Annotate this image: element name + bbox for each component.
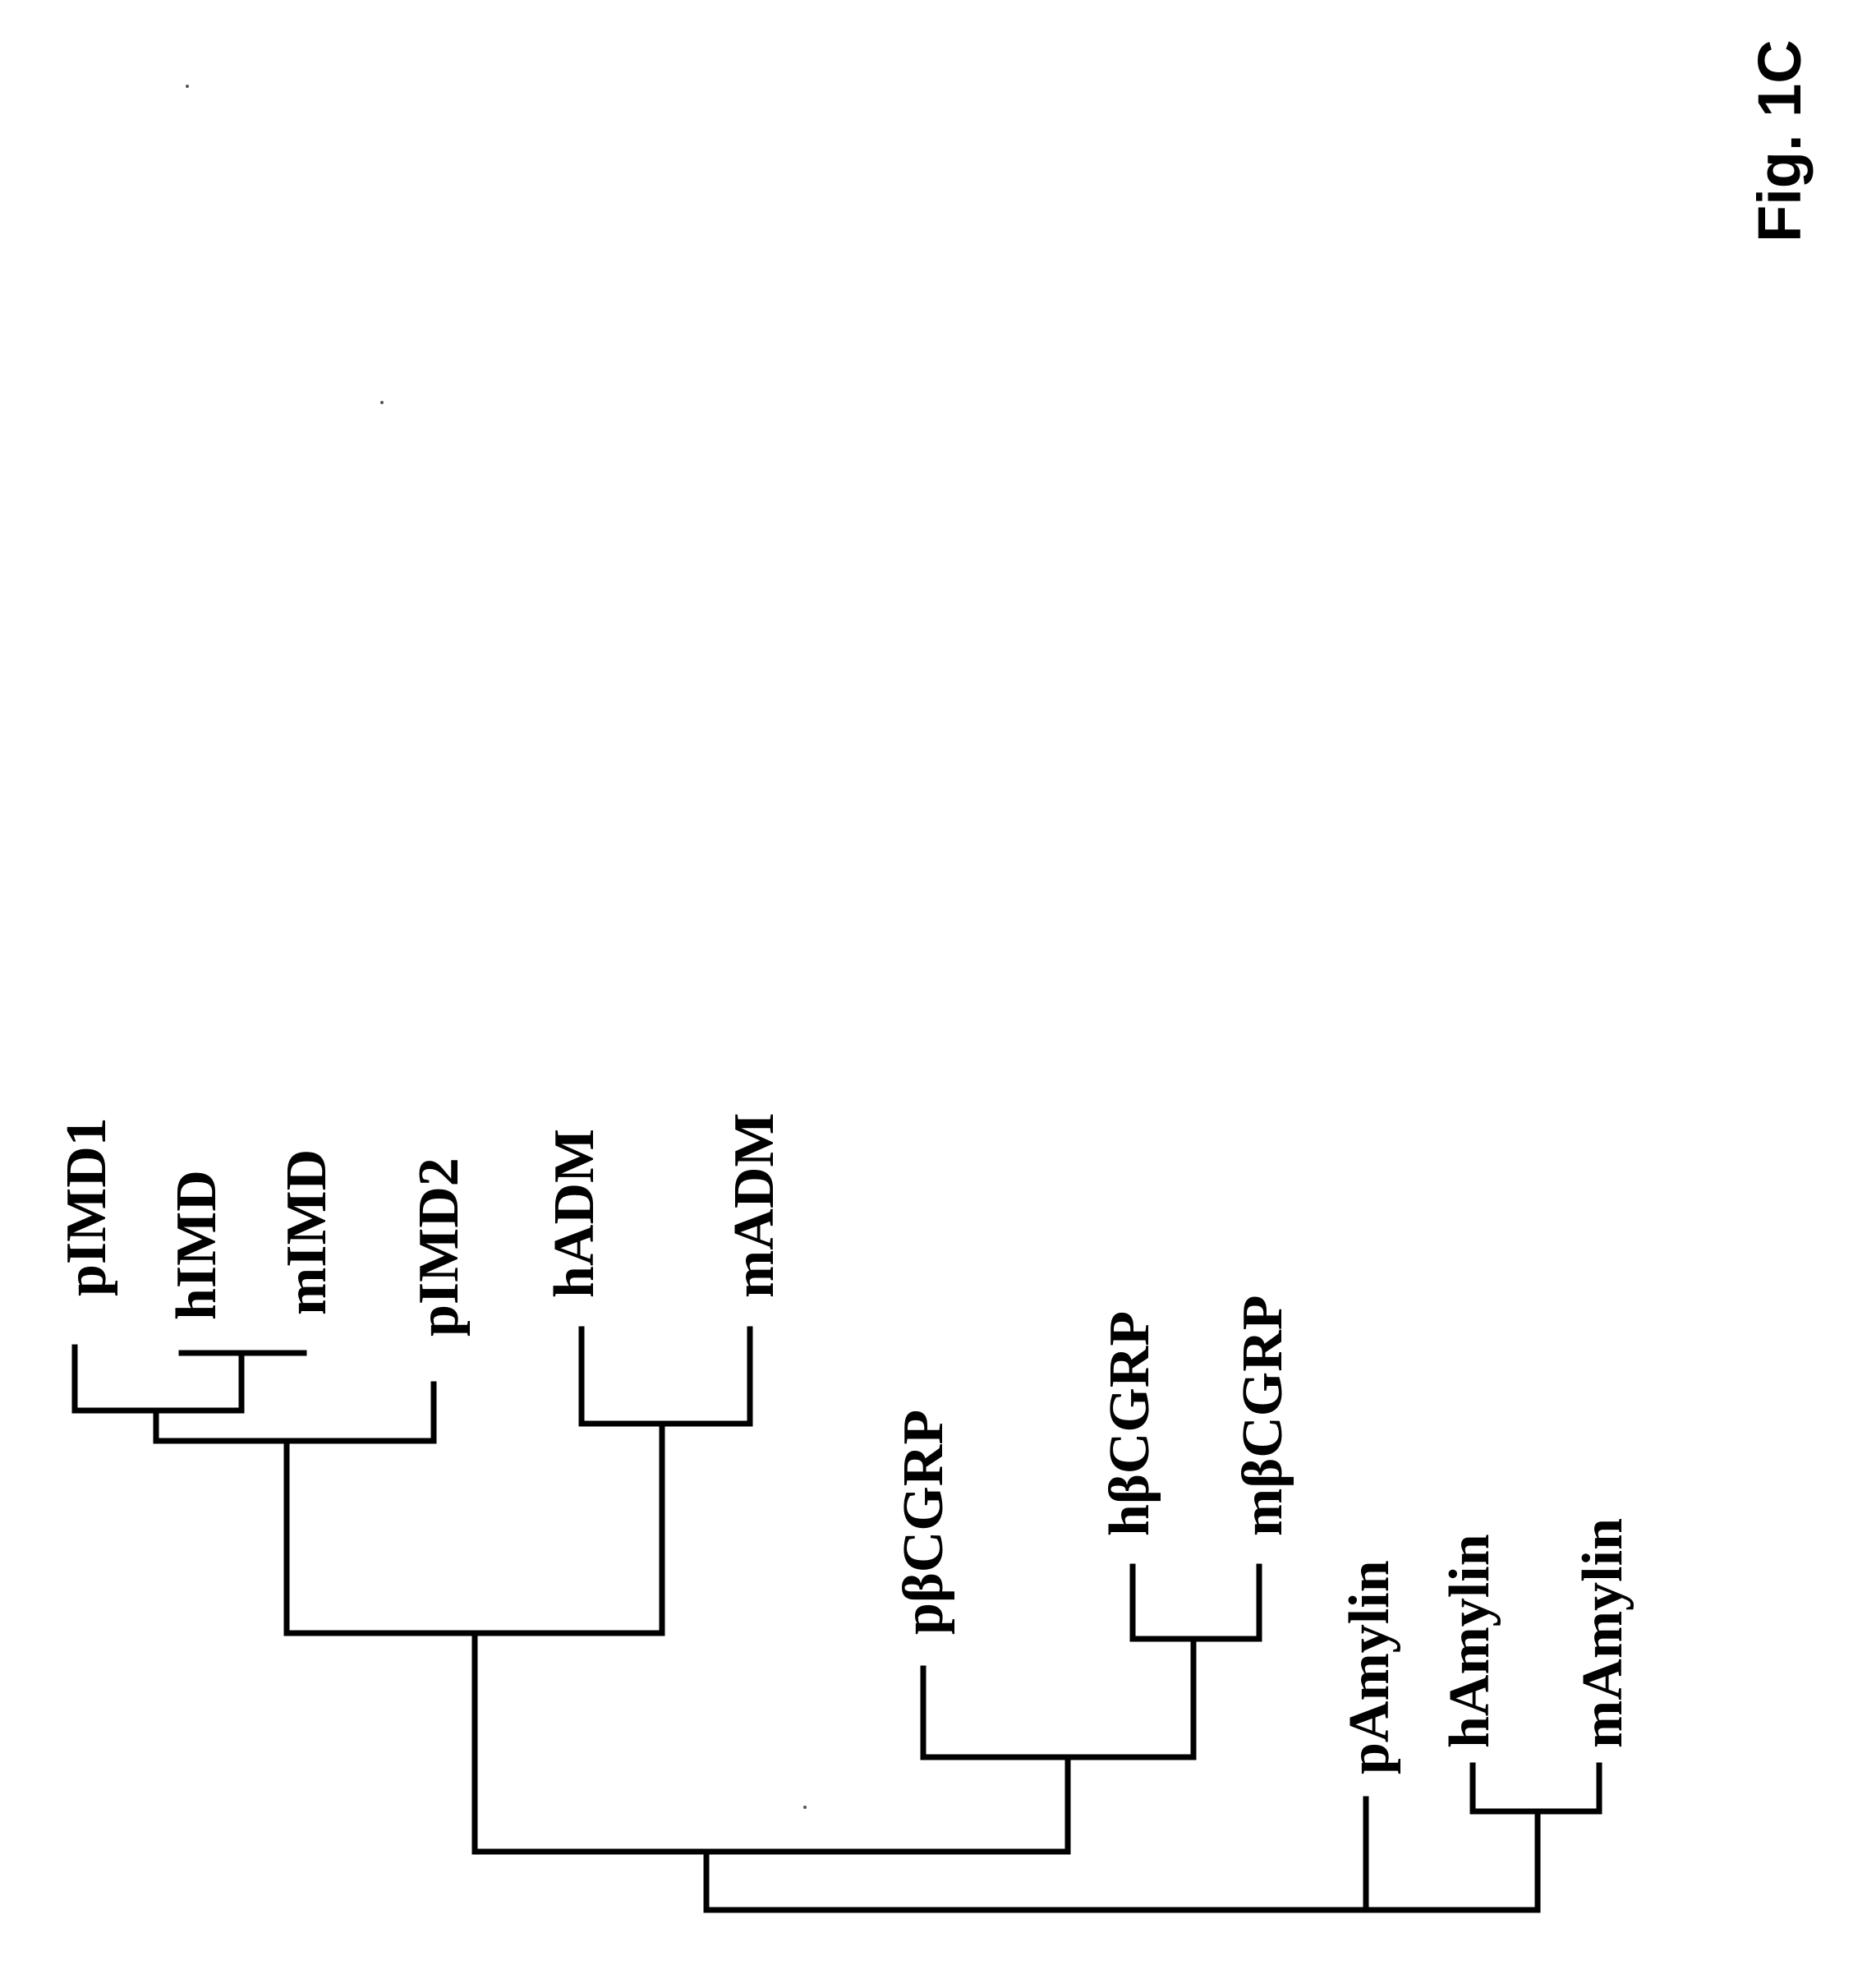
branch-imd-adm [287,1424,662,1633]
leaf-label-hADM: hADM [543,1129,606,1298]
leaf-label-hIMD: hIMD [165,1170,228,1320]
leaf-label-pIMD1: pIMD1 [55,1117,118,1296]
branch-hbCGRP-mbCGRP [1133,1567,1259,1639]
scan-speck [380,401,384,404]
leaf-label-mAmylin: mAmylin [1571,1518,1635,1748]
leaf-label-mADM: mADM [723,1113,786,1298]
branch-root [706,1811,1538,1910]
branch-cgrp-clade [923,1639,1193,1757]
branch-imd-adm-cgrp [475,1633,1068,1852]
branch-hAmylin-mAmylin [1473,1765,1599,1811]
leaf-label-mIMD: mIMD [275,1149,338,1315]
scan-speck [803,1806,807,1809]
leaf-label-pbCGRP: pβCGRP [892,1410,955,1635]
branch-hADM-mADM [582,1329,750,1424]
leaf-label-hbCGRP: hβCGRP [1098,1311,1161,1536]
scan-speck [186,85,189,88]
leaf-label-mbCGRP: mβCGRP [1231,1295,1294,1536]
leaf-label-pAmylin: pAmylin [1338,1560,1401,1774]
leaf-label-pIMD2: pIMD2 [407,1157,471,1337]
leaf-label-hAmylin: hAmylin [1438,1534,1501,1748]
figure-label: Fig. 1C [1745,39,1814,242]
branch-pIMD1-hIMD [75,1347,241,1410]
